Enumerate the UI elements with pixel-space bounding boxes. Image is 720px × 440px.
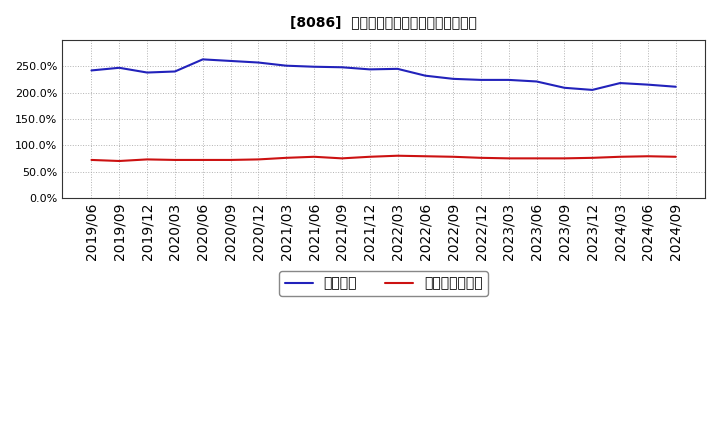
固定比率	[449, 76, 457, 81]
Line: 固定長期適合率: 固定長期適合率	[91, 156, 676, 161]
固定比率	[588, 87, 597, 92]
固定比率	[338, 65, 346, 70]
固定長期適合率	[588, 155, 597, 161]
固定比率	[199, 57, 207, 62]
固定比率	[254, 60, 263, 65]
固定比率	[365, 67, 374, 72]
固定比率	[672, 84, 680, 89]
固定長期適合率	[393, 153, 402, 158]
固定長期適合率	[449, 154, 457, 159]
固定比率	[143, 70, 151, 75]
固定比率	[421, 73, 430, 78]
固定比率	[616, 81, 624, 86]
固定比率	[505, 77, 513, 83]
固定長期適合率	[477, 155, 485, 161]
固定比率	[532, 79, 541, 84]
固定長期適合率	[171, 157, 179, 162]
固定長期適合率	[338, 156, 346, 161]
固定長期適合率	[87, 157, 96, 162]
固定比率	[310, 64, 318, 70]
固定長期適合率	[365, 154, 374, 159]
固定長期適合率	[254, 157, 263, 162]
固定長期適合率	[199, 157, 207, 162]
固定長期適合率	[282, 155, 291, 161]
固定長期適合率	[143, 157, 151, 162]
固定長期適合率	[421, 154, 430, 159]
固定長期適合率	[115, 158, 124, 164]
固定比率	[171, 69, 179, 74]
固定長期適合率	[672, 154, 680, 159]
Line: 固定比率: 固定比率	[91, 59, 676, 90]
固定長期適合率	[560, 156, 569, 161]
Title: [8086]  固定比率、固定長期適合率の推移: [8086] 固定比率、固定長期適合率の推移	[290, 15, 477, 29]
固定長期適合率	[505, 156, 513, 161]
固定比率	[477, 77, 485, 83]
Legend: 固定比率, 固定長期適合率: 固定比率, 固定長期適合率	[279, 271, 488, 296]
固定比率	[87, 68, 96, 73]
固定比率	[393, 66, 402, 71]
固定長期適合率	[226, 157, 235, 162]
固定比率	[115, 65, 124, 70]
固定長期適合率	[310, 154, 318, 159]
固定長期適合率	[616, 154, 624, 159]
固定比率	[644, 82, 652, 87]
固定比率	[282, 63, 291, 68]
固定長期適合率	[644, 154, 652, 159]
固定比率	[560, 85, 569, 91]
固定長期適合率	[532, 156, 541, 161]
固定比率	[226, 59, 235, 64]
